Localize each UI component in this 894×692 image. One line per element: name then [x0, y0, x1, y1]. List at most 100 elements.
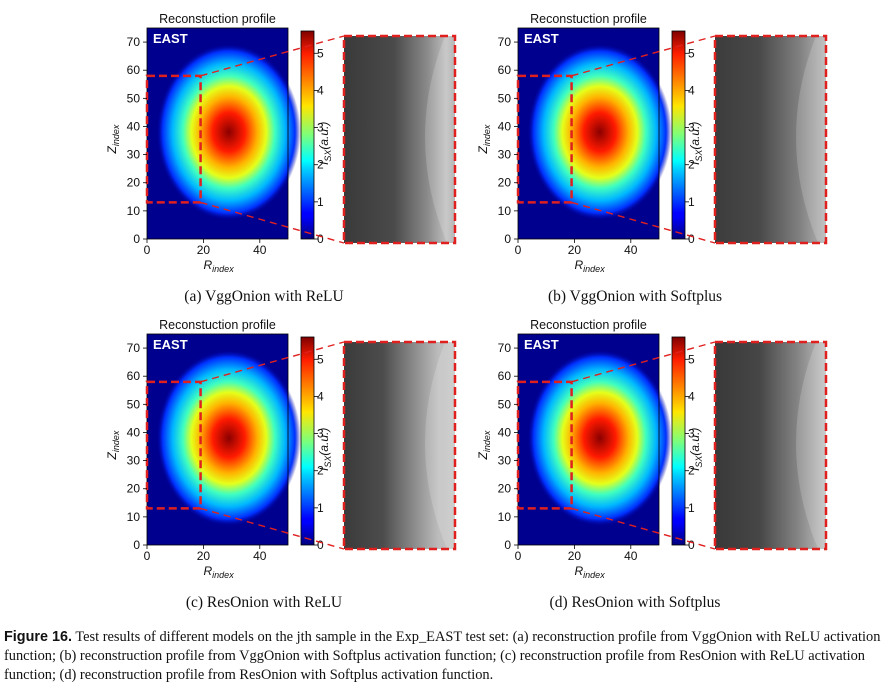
colorbar [671, 336, 686, 546]
colorbar-label: ISX(a.u.) [317, 428, 333, 471]
plot-title: Reconstuction profile [530, 318, 647, 332]
x-tick-label: 40 [253, 243, 267, 257]
y-tick-label: 10 [127, 204, 141, 218]
heatmap-emission-blob [527, 44, 672, 221]
colorbar-label: ISX(a.u.) [688, 122, 704, 165]
colorbar-tick-label: 0 [688, 232, 695, 246]
colorbar-tick-label: 1 [317, 195, 324, 209]
zoom-inset-frame [342, 34, 457, 245]
zoom-region-box [516, 380, 573, 510]
colorbar [671, 30, 686, 240]
y-tick-label: 0 [504, 538, 511, 552]
y-tick-label: 10 [498, 204, 512, 218]
zoom-connector-bottom [571, 507, 716, 550]
y-tick-label: 40 [127, 425, 141, 439]
x-tick-label: 20 [197, 549, 211, 563]
y-tick-label: 60 [127, 369, 141, 383]
zoom-connector-top [200, 35, 345, 77]
y-tick-label: 60 [127, 63, 141, 77]
y-tick-label: 20 [498, 482, 512, 496]
plot-title: Reconstuction profile [159, 318, 276, 332]
colorbar-tick-label: 2 [317, 158, 324, 172]
x-tick-label: 20 [568, 549, 582, 563]
y-tick-label: 30 [127, 148, 141, 162]
zoom-inset-edge-highlight [424, 36, 455, 243]
colorbar [300, 336, 315, 546]
x-tick-label: 0 [515, 549, 522, 563]
figure-label: Figure 16. [4, 629, 72, 645]
figure-caption: Figure 16. Test results of different mod… [4, 628, 890, 685]
x-tick-label: 20 [197, 243, 211, 257]
y-tick-label: 0 [504, 232, 511, 246]
zoom-inset-frame [713, 340, 828, 551]
x-tick-label: 0 [144, 549, 151, 563]
colorbar-tick-label: 5 [688, 352, 695, 366]
y-tick-label: 50 [498, 91, 512, 105]
zoom-inset-edge-highlight [424, 342, 455, 549]
colorbar-tick-label: 3 [317, 427, 324, 441]
colorbar-tick-label: 0 [688, 538, 695, 552]
zoom-inset-edge-highlight [795, 342, 826, 549]
zoom-inset-frame [342, 340, 457, 551]
zoom-region-box [516, 74, 573, 204]
y-tick-label: 70 [498, 35, 512, 49]
colorbar-tick-label: 2 [688, 464, 695, 478]
heatmap-emission-blob [156, 350, 301, 527]
y-tick-label: 60 [498, 63, 512, 77]
x-axis-label: Rindex [575, 564, 606, 580]
colorbar-tick-label: 3 [688, 427, 695, 441]
y-tick-label: 60 [498, 369, 512, 383]
y-tick-label: 50 [127, 397, 141, 411]
y-tick-label: 20 [498, 176, 512, 190]
colorbar-tick-label: 5 [688, 46, 695, 60]
y-tick-label: 20 [127, 176, 141, 190]
y-tick-label: 30 [127, 454, 141, 468]
y-axis-label: Zindex [105, 124, 121, 154]
east-tag: EAST [153, 31, 188, 46]
colorbar-label: ISX(a.u.) [688, 428, 704, 471]
y-tick-label: 30 [498, 454, 512, 468]
east-tag: EAST [153, 337, 188, 352]
x-tick-label: 0 [515, 243, 522, 257]
panel-subcaption: (d) ResOnion with Softplus [550, 594, 721, 611]
y-tick-label: 70 [127, 35, 141, 49]
zoom-inset-image [715, 36, 826, 243]
colorbar-tick-label: 4 [688, 83, 695, 97]
colorbar-tick-label: 2 [317, 464, 324, 478]
zoom-connector-top [571, 341, 716, 383]
y-tick-label: 70 [498, 341, 512, 355]
zoom-inset-frame [713, 34, 828, 245]
zoom-connector-bottom [571, 201, 716, 244]
y-tick-label: 70 [127, 341, 141, 355]
colorbar-tick-label: 5 [317, 46, 324, 60]
zoom-region-box [145, 380, 202, 510]
plot-title: Reconstuction profile [159, 12, 276, 26]
colorbar-label: ISX(a.u.) [317, 122, 333, 165]
zoom-connector-bottom [200, 507, 345, 550]
panel-subcaption: (b) VggOnion with Softplus [548, 288, 722, 305]
zoom-connector-bottom [200, 201, 345, 244]
y-axis-label: Zindex [476, 430, 492, 460]
colorbar-tick-label: 1 [317, 501, 324, 515]
colorbar [300, 30, 315, 240]
colorbar-tick-label: 0 [317, 232, 324, 246]
east-tag: EAST [524, 31, 559, 46]
y-tick-label: 10 [127, 510, 141, 524]
x-axis-label: Rindex [204, 258, 235, 274]
panel-subcaption: (c) ResOnion with ReLU [186, 594, 342, 611]
panel-subcaption: (a) VggOnion with ReLU [184, 288, 343, 305]
figure-caption-text: Test results of different models on the … [4, 629, 881, 683]
x-tick-label: 0 [144, 243, 151, 257]
y-tick-label: 40 [498, 425, 512, 439]
zoom-connector-top [571, 35, 716, 77]
x-axis-label: Rindex [575, 258, 606, 274]
y-tick-label: 50 [498, 397, 512, 411]
y-axis-label: Zindex [105, 430, 121, 460]
colorbar-tick-label: 3 [688, 121, 695, 135]
y-tick-label: 50 [127, 91, 141, 105]
